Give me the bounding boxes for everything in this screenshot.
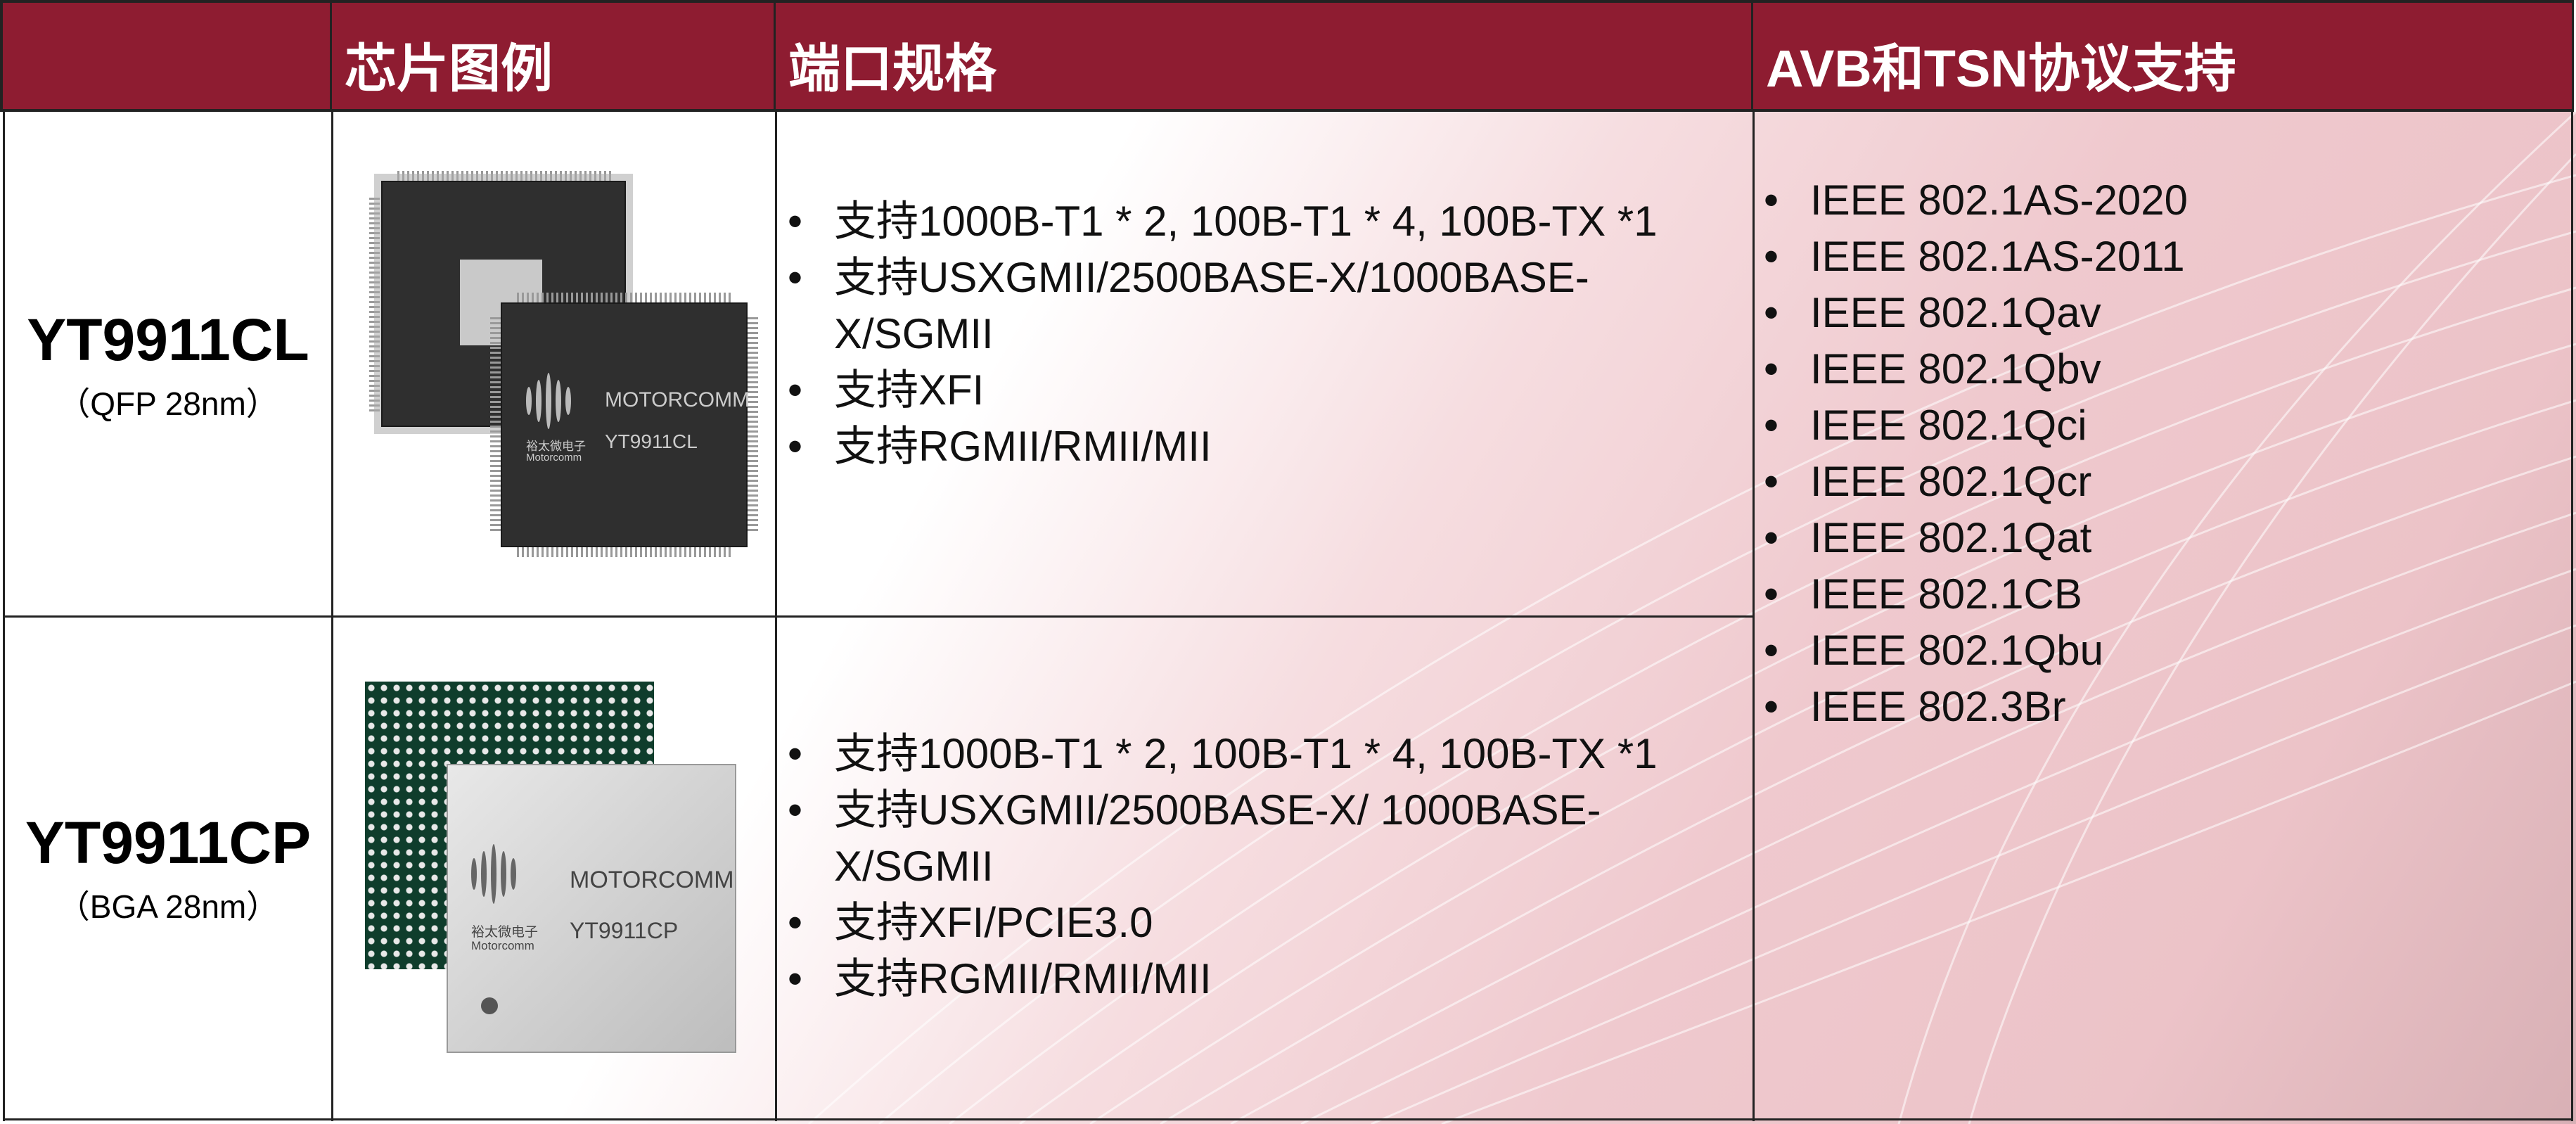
protocol-item: IEEE 802.1AS-2020: [1764, 172, 2537, 229]
protocol-item: IEEE 802.1Qat: [1764, 510, 2537, 566]
table-bottom: [3, 1118, 2573, 1120]
chip-brand: MOTORCOMM: [570, 867, 734, 893]
spec-item: 支持RGMII/RMII/MII: [788, 419, 1744, 475]
protocol-item: IEEE 802.1Qav: [1764, 285, 2537, 341]
model-package: （QFP 28nm）: [58, 385, 278, 422]
header-cell-protocols: AVB和TSN协议支持: [1753, 0, 2574, 112]
chip-part: YT9911CL: [605, 430, 698, 452]
protocol-list: IEEE 802.1AS-2020 IEEE 802.1AS-2011 IEEE…: [1764, 172, 2537, 735]
row-divider: [3, 615, 1754, 618]
header-port-spec: 端口规格: [788, 39, 997, 98]
spec-item: 支持USXGMII/2500BASE-X/1000BASE-X/SGMII: [788, 250, 1744, 362]
protocol-item: IEEE 802.3Br: [1764, 679, 2537, 735]
chip-brand-cn: 裕太微电子: [471, 925, 539, 940]
chip-brand-en: Motorcomm: [526, 452, 582, 464]
protocol-item: IEEE 802.1Qci: [1764, 397, 2537, 454]
chip-part: YT9911CP: [570, 918, 679, 943]
header-protocols: AVB和TSN协议支持: [1766, 39, 2236, 98]
grid-line: [2571, 112, 2573, 1121]
protocol-item: IEEE 802.1AS-2011: [1764, 229, 2537, 285]
spec-item: 支持XFI/PCIE3.0: [788, 895, 1744, 951]
port-spec-list: 支持1000B-T1 * 2, 100B-T1 * 4, 100B-TX *1 …: [788, 193, 1744, 475]
row-model-yt9911cp: YT9911CP （BGA 28nm）: [3, 809, 333, 928]
chip-brand-en: Motorcomm: [471, 939, 534, 952]
spec-item: 支持USXGMII/2500BASE-X/ 1000BASE-X/SGMII: [788, 782, 1744, 895]
protocol-item: IEEE 802.1CB: [1764, 566, 2537, 622]
model-package: （BGA 28nm）: [57, 888, 279, 925]
chip-brand-cn: 裕太微电子: [526, 440, 586, 453]
port-spec-list: 支持1000B-T1 * 2, 100B-T1 * 4, 100B-TX *1 …: [788, 726, 1744, 1007]
spec-item: 支持1000B-T1 * 2, 100B-T1 * 4, 100B-TX *1: [788, 726, 1744, 782]
spec-item: 支持XFI: [788, 362, 1744, 419]
header-cell-port-spec: 端口规格: [776, 0, 1753, 112]
model-name: YT9911CL: [27, 307, 309, 373]
spec-item: 支持RGMII/RMII/MII: [788, 951, 1744, 1007]
row-model-yt9911cl: YT9911CL （QFP 28nm）: [3, 306, 333, 425]
protocol-item: IEEE 802.1Qbu: [1764, 622, 2537, 679]
header-cell-model: [0, 0, 332, 112]
protocol-item: IEEE 802.1Qcr: [1764, 454, 2537, 510]
header-cell-chip-image: 芯片图例: [332, 0, 776, 112]
protocol-item: IEEE 802.1Qbv: [1764, 341, 2537, 397]
chip-brand: MOTORCOMM: [605, 388, 750, 411]
model-name: YT9911CP: [25, 810, 312, 876]
header-chip-image: 芯片图例: [345, 39, 553, 98]
spec-item: 支持1000B-T1 * 2, 100B-T1 * 4, 100B-TX *1: [788, 193, 1744, 250]
